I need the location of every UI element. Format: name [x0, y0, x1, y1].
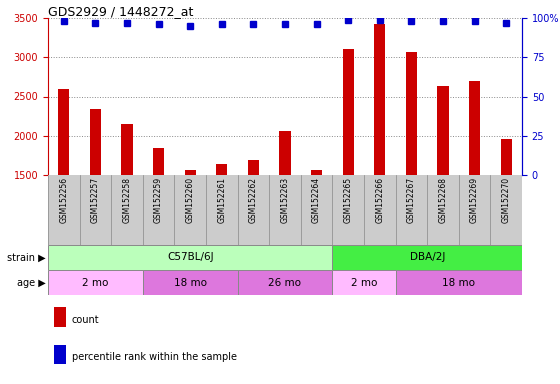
- Text: GSM152268: GSM152268: [438, 177, 447, 223]
- Bar: [122, 124, 133, 175]
- Text: DBA/2J: DBA/2J: [409, 253, 445, 263]
- Text: 18 mo: 18 mo: [174, 278, 207, 288]
- Text: GSM152259: GSM152259: [154, 177, 163, 223]
- Bar: [90, 109, 101, 175]
- Bar: [54, 308, 66, 327]
- Bar: [395, 270, 522, 295]
- Text: strain ▶: strain ▶: [7, 253, 46, 263]
- Bar: [343, 49, 354, 175]
- Bar: [469, 81, 480, 175]
- Bar: [333, 270, 395, 295]
- Bar: [58, 89, 69, 175]
- Bar: [153, 148, 164, 175]
- Text: GDS2929 / 1448272_at: GDS2929 / 1448272_at: [48, 5, 193, 18]
- Bar: [185, 169, 196, 175]
- Text: GSM152262: GSM152262: [249, 177, 258, 223]
- Bar: [406, 52, 417, 175]
- Text: GSM152266: GSM152266: [375, 177, 384, 223]
- Text: GSM152269: GSM152269: [470, 177, 479, 223]
- Text: GSM152264: GSM152264: [312, 177, 321, 223]
- Text: 26 mo: 26 mo: [268, 278, 301, 288]
- Text: age ▶: age ▶: [17, 278, 46, 288]
- Bar: [333, 245, 522, 270]
- Text: GSM152261: GSM152261: [217, 177, 226, 223]
- Bar: [237, 270, 333, 295]
- Bar: [501, 139, 512, 175]
- Text: GSM152258: GSM152258: [123, 177, 132, 223]
- Bar: [216, 164, 227, 175]
- Text: 18 mo: 18 mo: [442, 278, 475, 288]
- Bar: [374, 24, 385, 175]
- Bar: [48, 245, 333, 270]
- Text: GSM152256: GSM152256: [59, 177, 68, 223]
- Text: 2 mo: 2 mo: [351, 278, 377, 288]
- Text: GSM152267: GSM152267: [407, 177, 416, 223]
- Text: GSM152260: GSM152260: [186, 177, 195, 223]
- Bar: [143, 270, 237, 295]
- Text: C57BL/6J: C57BL/6J: [167, 253, 213, 263]
- Bar: [48, 270, 143, 295]
- Text: GSM152270: GSM152270: [502, 177, 511, 223]
- Text: percentile rank within the sample: percentile rank within the sample: [72, 352, 236, 362]
- Text: GSM152265: GSM152265: [344, 177, 353, 223]
- Bar: [54, 345, 66, 364]
- Text: 2 mo: 2 mo: [82, 278, 109, 288]
- Text: GSM152257: GSM152257: [91, 177, 100, 223]
- Bar: [437, 86, 449, 175]
- Bar: [311, 169, 322, 175]
- Text: GSM152263: GSM152263: [281, 177, 290, 223]
- Text: count: count: [72, 315, 99, 325]
- Bar: [248, 160, 259, 175]
- Bar: [279, 131, 291, 175]
